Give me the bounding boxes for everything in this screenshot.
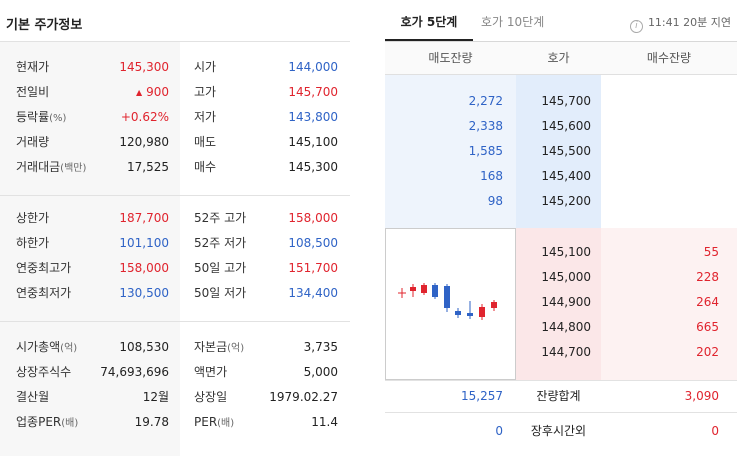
header-ask-volume: 매도잔량 <box>428 51 473 65</box>
row-fiscal-month: 결산월 12월 상장일 1979.02.27 <box>16 390 338 404</box>
title-divider <box>0 41 350 42</box>
row-year-low: 연중최저가 130,500 50일 저가 134,400 <box>16 286 338 300</box>
candle <box>455 308 461 318</box>
total-ask-volume: 15,257 <box>461 389 503 403</box>
after-hours-ask-volume: 0 <box>495 424 503 438</box>
bid-volume: 264 <box>696 295 719 309</box>
header-price: 호가 <box>547 51 570 65</box>
tab-orderbook-10[interactable]: 호가 10단계 <box>481 15 545 29</box>
ask-price: 145,500 <box>541 144 591 158</box>
row-change: 전일비 ▲ 900 고가 145,700 <box>16 85 338 99</box>
candle <box>467 301 473 319</box>
ask-volume: 2,272 <box>468 94 503 108</box>
after-hours-bid-volume: 0 <box>711 424 719 438</box>
ask-price: 145,200 <box>541 194 591 208</box>
row-upper-limit: 상한가 187,700 52주 고가 158,000 <box>16 211 338 225</box>
orderbook-header <box>385 42 737 75</box>
bid-volume: 202 <box>696 345 719 359</box>
basic-info-title: 기본 주가정보 <box>6 18 83 33</box>
bid-price: 144,700 <box>541 345 591 359</box>
ask-volume: 98 <box>487 194 503 208</box>
ask-price: 145,400 <box>541 169 591 183</box>
candle <box>479 304 485 320</box>
bid-volume: 55 <box>703 245 719 259</box>
candle <box>432 283 438 299</box>
ask-price: 145,700 <box>541 94 591 108</box>
company-group: 시가총액(억) 108,530 자본금(억) 3,735 상장주식수 74,69… <box>0 322 350 456</box>
bid-price: 145,000 <box>541 270 591 284</box>
ask-volume: 168 <box>480 169 503 183</box>
info-icon[interactable]: i <box>629 20 643 33</box>
basic-info-panel: 기본 주가정보 현재가 145,300 시가 144,000 전일비 ▲ 900 … <box>0 0 350 456</box>
ask-price: 145,600 <box>541 119 591 133</box>
row-change-rate: 등락률(%) +0.62% 저가 143,800 <box>16 110 338 124</box>
candle <box>410 284 416 297</box>
delay-notice: i 11:41 20분 지연 <box>629 14 731 33</box>
after-hours-label: 장후시간외 <box>530 424 587 438</box>
ask-volume: 2,338 <box>468 119 503 133</box>
price-group: 현재가 145,300 시가 144,000 전일비 ▲ 900 고가 145,7… <box>0 42 350 195</box>
row-trade-amount: 거래대금(백만) 17,525 매수 145,300 <box>16 160 338 174</box>
total-bid-volume: 3,090 <box>684 389 719 403</box>
row-lower-limit: 하한가 101,100 52주 저가 108,500 <box>16 236 338 250</box>
row-market-cap: 시가총액(억) 108,530 자본금(억) 3,735 <box>16 340 338 354</box>
up-arrow-icon: ▲ <box>135 88 143 97</box>
bid-price: 144,900 <box>541 295 591 309</box>
bid-price: 144,800 <box>541 320 591 334</box>
candle-chart-svg <box>398 283 497 320</box>
candle <box>398 288 406 298</box>
bid-price: 145,100 <box>541 245 591 259</box>
bid-volume: 665 <box>696 320 719 334</box>
header-bid-volume: 매수잔량 <box>646 51 692 65</box>
candle <box>491 300 497 311</box>
candle <box>444 284 450 312</box>
orderbook-panel: 호가 5단계 호가 10단계 i 11:41 20분 지연 매도잔량 호가 매수잔… <box>385 0 737 456</box>
bid-volume: 228 <box>696 270 719 284</box>
row-per: 업종PER(배) 19.78 PER(배) 11.4 <box>16 415 338 429</box>
row-year-high: 연중최고가 158,000 50일 고가 151,700 <box>16 261 338 275</box>
tab-orderbook-5[interactable]: 호가 5단계 <box>385 0 473 41</box>
row-current-price: 현재가 145,300 시가 144,000 <box>16 60 338 74</box>
candle <box>421 283 427 295</box>
row-volume: 거래량 120,980 매도 145,100 <box>16 135 338 149</box>
total-label: 잔량합계 <box>536 389 581 403</box>
range-group: 상한가 187,700 52주 고가 158,000 하한가 101,100 5… <box>0 196 350 321</box>
mini-candle-chart <box>385 228 516 380</box>
ask-volume: 1,585 <box>468 144 503 158</box>
row-shares: 상장주식수 74,693,696 액면가 5,000 <box>16 365 338 379</box>
